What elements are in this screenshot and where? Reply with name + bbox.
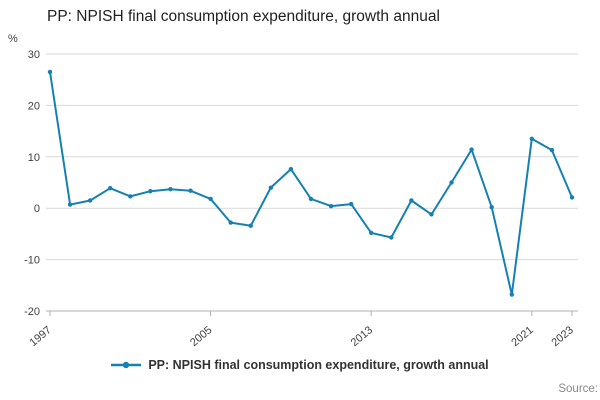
- svg-text:2023: 2023: [549, 324, 575, 348]
- chart-plot-area: % -20 -10 0 10 20 30 1997 2005 2013 2021 2023: [0, 30, 600, 349]
- svg-text:2013: 2013: [349, 324, 375, 348]
- legend-line-marker-icon: [111, 361, 142, 369]
- svg-text:-10: -10: [24, 255, 40, 267]
- svg-text:2021: 2021: [509, 324, 535, 348]
- svg-text:20: 20: [28, 100, 40, 112]
- source-attribution: Source:: [558, 383, 598, 395]
- svg-text:1997: 1997: [27, 324, 53, 348]
- svg-text:2005: 2005: [188, 324, 214, 348]
- legend-label: PP: NPISH final consumption expenditure,…: [148, 358, 489, 372]
- chart-title: PP: NPISH final consumption expenditure,…: [47, 8, 440, 25]
- svg-text:10: 10: [28, 152, 40, 164]
- svg-text:-20: -20: [24, 306, 40, 318]
- chart-legend[interactable]: PP: NPISH final consumption expenditure,…: [0, 358, 600, 372]
- svg-text:0: 0: [34, 203, 40, 215]
- line-chart: % -20 -10 0 10 20 30 1997 2005 2013 2021 2023: [8, 33, 578, 349]
- svg-text:%: %: [8, 33, 18, 45]
- svg-text:30: 30: [28, 49, 40, 61]
